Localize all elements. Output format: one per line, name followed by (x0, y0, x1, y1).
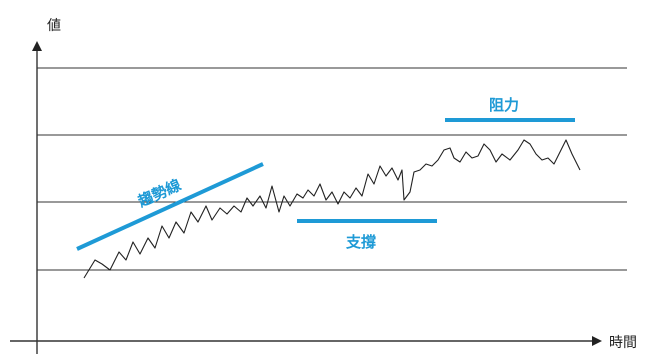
y-axis-label: 値 (47, 18, 61, 34)
trend-line (76, 162, 264, 251)
x-axis-label: 時間 (609, 335, 637, 351)
price-line (83, 139, 581, 279)
support-label: 支撐 (345, 233, 376, 251)
resistance-label: 阻力 (489, 96, 519, 114)
